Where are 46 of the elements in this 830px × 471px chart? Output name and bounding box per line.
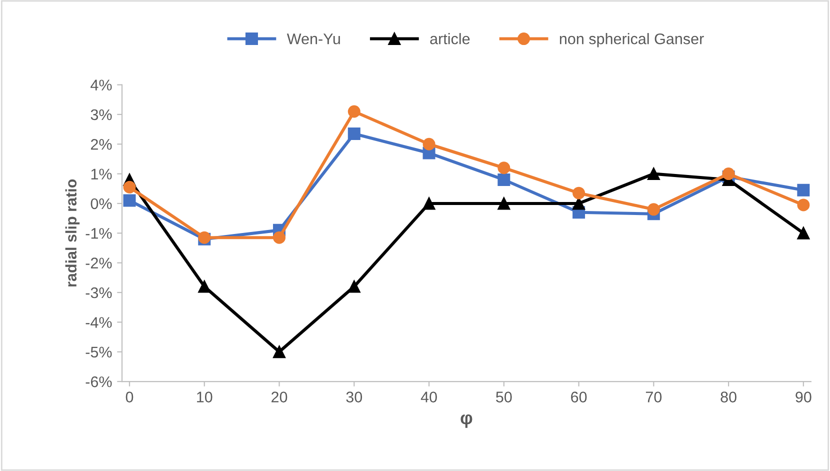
point <box>647 203 660 216</box>
point <box>498 173 510 186</box>
y-axis-title: radial slip ratio <box>65 179 80 286</box>
y-tick-label: 4% <box>90 80 112 90</box>
point <box>123 180 136 194</box>
legend-label: article <box>430 33 470 44</box>
x-tick-label: 30 <box>346 392 362 402</box>
y-tick-label: -5% <box>86 346 112 358</box>
y-tick-label: 1% <box>91 168 112 180</box>
y-tick-label: -6% <box>86 376 112 388</box>
point <box>273 346 286 358</box>
legend-label: Wen-Yu <box>286 34 340 44</box>
x-tick-label: 20 <box>272 392 288 402</box>
x-tick-label: 60 <box>571 392 587 402</box>
point <box>348 127 360 140</box>
x-tick-label: 90 <box>796 392 812 402</box>
x-tick-label: 10 <box>197 392 212 402</box>
point <box>572 186 586 200</box>
y-tick-label: -3% <box>86 287 112 298</box>
point <box>498 162 510 174</box>
x-tick-label: 80 <box>720 392 736 402</box>
y-tick-label: -1% <box>86 228 112 239</box>
point <box>797 184 810 196</box>
x-tick-label: 40 <box>420 392 437 402</box>
x-axis-title: φ <box>460 414 472 428</box>
x-tick-label: 70 <box>646 392 662 402</box>
point <box>123 194 136 207</box>
point <box>422 197 436 210</box>
x-tick-label: 50 <box>496 392 512 402</box>
point <box>198 280 211 293</box>
point <box>273 231 286 244</box>
y-tick-label: 0% <box>90 198 112 210</box>
point <box>498 197 510 210</box>
point <box>348 105 360 118</box>
point <box>348 280 360 293</box>
y-tick-label: 3% <box>90 109 112 120</box>
point <box>797 226 810 240</box>
point <box>647 168 660 180</box>
y-tick-label: 2% <box>90 138 112 150</box>
point <box>422 138 436 150</box>
x-tick-label: 0 <box>126 392 134 402</box>
y-tick-label: -2% <box>86 258 112 268</box>
point <box>722 168 735 180</box>
y-tick-label: -4% <box>86 317 112 328</box>
legend-label: non spherical Ganser <box>560 33 704 48</box>
point <box>797 198 810 212</box>
